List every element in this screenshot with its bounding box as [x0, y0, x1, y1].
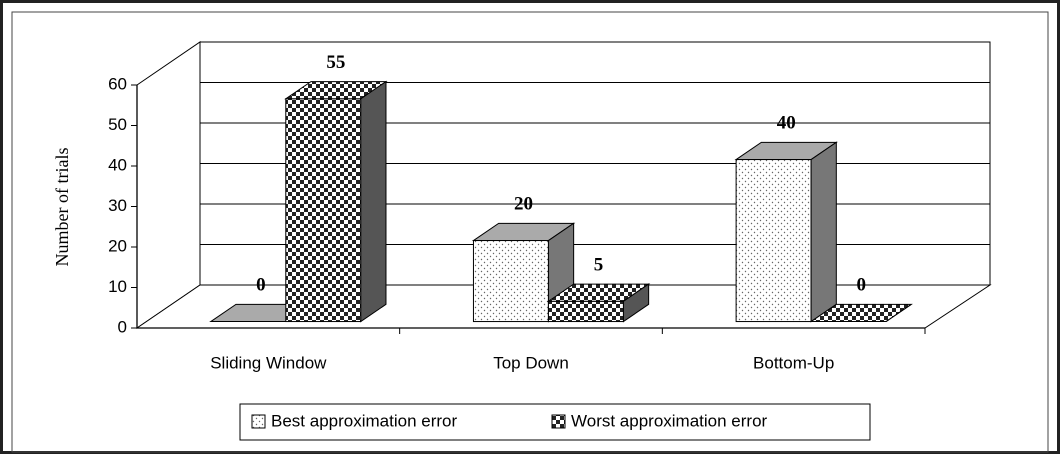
- legend-swatch: [551, 414, 566, 429]
- legend-swatch: [251, 414, 266, 429]
- bar-side: [810, 141, 837, 323]
- value-label: 5: [594, 254, 604, 275]
- value-label: 0: [856, 275, 866, 296]
- bar-front: [285, 98, 362, 323]
- y-tick-label: 50: [108, 115, 127, 134]
- bar-front: [547, 300, 624, 323]
- y-tick-label: 30: [108, 196, 127, 215]
- bar: [546, 283, 651, 323]
- value-label: 0: [256, 275, 266, 296]
- legend-label: Worst approximation error: [571, 411, 768, 430]
- y-tick-label: 10: [108, 277, 127, 296]
- y-tick-label: 40: [108, 155, 127, 174]
- inner-frame: [11, 11, 1049, 453]
- bar-side: [622, 283, 650, 323]
- bar: [284, 80, 388, 323]
- x-tick-label: Sliding Window: [210, 353, 327, 372]
- y-tick-label: 0: [118, 317, 127, 336]
- y-tick-label: 20: [108, 236, 127, 255]
- y-axis-title: Number of trials: [52, 148, 72, 267]
- x-tick-label: Bottom-Up: [753, 353, 834, 372]
- bar-front: [472, 240, 549, 323]
- value-label: 40: [777, 113, 796, 134]
- x-tick-label: Top Down: [493, 353, 569, 372]
- bar-side: [360, 80, 387, 323]
- y-tick-label: 60: [108, 74, 127, 93]
- legend-label: Best approximation error: [271, 411, 457, 430]
- bar-front: [735, 159, 812, 323]
- value-label: 20: [514, 194, 533, 215]
- bar: [809, 303, 913, 323]
- bar: [734, 141, 838, 323]
- bar-side: [885, 303, 912, 322]
- side-wall: [136, 41, 201, 329]
- value-label: 55: [326, 52, 345, 73]
